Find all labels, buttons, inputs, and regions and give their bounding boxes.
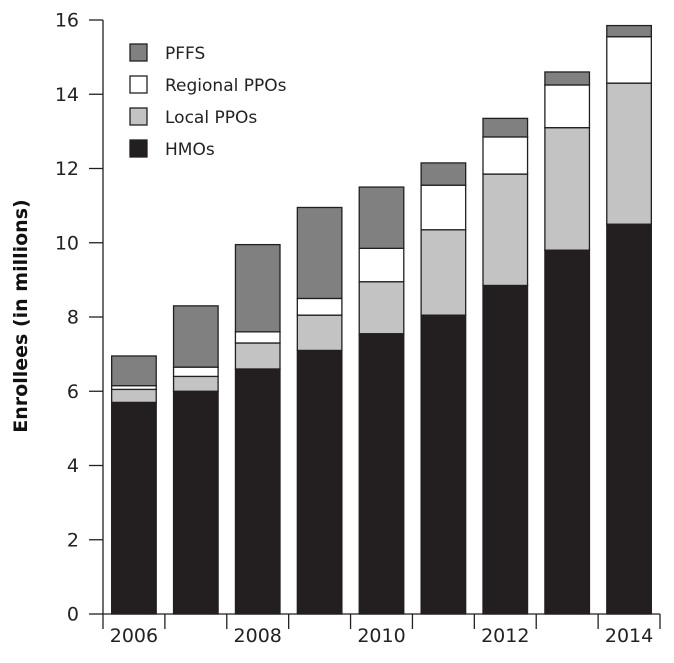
bar-hmos-2014	[606, 223, 652, 615]
legend-label-hmos: HMOs	[165, 140, 215, 160]
legend-swatch-pffs	[129, 43, 148, 62]
y-tick-label-12: 12	[55, 158, 79, 180]
y-axis: 0 2 4 6 8 10 12 14 16	[55, 10, 104, 626]
bar-regional-ppos-2010	[358, 247, 405, 283]
bar-local-ppos-2011	[420, 229, 467, 316]
bar-hmos-2013	[544, 249, 591, 615]
bar-pffs-2011	[420, 162, 467, 186]
x-axis: 2006 2008 2010 2012 2014	[102, 613, 661, 647]
y-tick-label-0: 0	[67, 604, 79, 626]
x-tick-label-2014: 2014	[605, 625, 653, 647]
bar-regional-ppos-2014	[606, 36, 652, 84]
bar-local-ppos-2009	[296, 314, 343, 352]
bar-local-ppos-2008	[234, 342, 281, 370]
bar-local-ppos-2013	[544, 127, 591, 251]
bar-pffs-2009	[296, 206, 343, 300]
x-tick-label-2012: 2012	[481, 625, 529, 647]
bar-hmos-2007	[172, 390, 219, 615]
bar-pffs-2014	[606, 24, 652, 38]
bar-regional-ppos-2008	[234, 331, 281, 344]
y-tick-label-16: 16	[55, 10, 79, 32]
bar-regional-ppos-2011	[420, 184, 467, 231]
bar-regional-ppos-2007	[172, 366, 219, 378]
y-tick-label-14: 14	[55, 84, 79, 106]
legend-swatch-regional-ppos	[129, 75, 148, 94]
y-tick-label-2: 2	[67, 529, 79, 551]
bar-local-ppos-2006	[111, 388, 157, 404]
legend-label-regional-ppos: Regional PPOs	[165, 76, 287, 96]
bar-hmos-2010	[358, 333, 405, 615]
y-tick-label-4: 4	[67, 455, 79, 477]
bar-regional-ppos-2012	[482, 136, 529, 175]
bar-pffs-2013	[544, 71, 591, 86]
bar-pffs-2008	[234, 243, 281, 333]
bar-local-ppos-2007	[172, 375, 219, 392]
bar-pffs-2006	[111, 355, 157, 387]
bar-local-ppos-2012	[482, 173, 529, 287]
legend-label-pffs: PFFS	[165, 44, 205, 64]
bar-regional-ppos-2013	[544, 84, 591, 129]
bar-hmos-2009	[296, 349, 343, 615]
bar-hmos-2006	[111, 401, 157, 615]
legend-label-local-ppos: Local PPOs	[165, 108, 257, 128]
y-tick-label-6: 6	[67, 381, 79, 403]
bar-regional-ppos-2009	[296, 297, 343, 316]
bar-pffs-2012	[482, 117, 529, 138]
bar-hmos-2008	[234, 368, 281, 615]
x-tick-label-2008: 2008	[234, 625, 282, 647]
bar-pffs-2007	[172, 305, 219, 368]
bar-local-ppos-2014	[606, 82, 652, 225]
y-tick-label-8: 8	[67, 307, 79, 329]
bars-group	[111, 24, 652, 615]
legend: PFFS Regional PPOs Local PPOs HMOs	[129, 43, 287, 160]
bar-hmos-2011	[420, 314, 467, 615]
bar-hmos-2012	[482, 284, 529, 615]
x-tick-label-2010: 2010	[357, 625, 405, 647]
bar-pffs-2010	[358, 186, 405, 249]
bar-local-ppos-2010	[358, 281, 405, 335]
y-tick-label-10: 10	[55, 232, 79, 254]
legend-swatch-hmos	[129, 139, 148, 158]
x-tick-label-2006: 2006	[110, 625, 158, 647]
legend-swatch-local-ppos	[129, 107, 148, 126]
y-axis-title: Enrollees (in millions)	[10, 199, 32, 432]
